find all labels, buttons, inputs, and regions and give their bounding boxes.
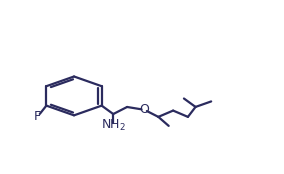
Text: F: F (34, 110, 41, 123)
Text: O: O (139, 103, 149, 116)
Text: NH$_2$: NH$_2$ (101, 118, 126, 133)
